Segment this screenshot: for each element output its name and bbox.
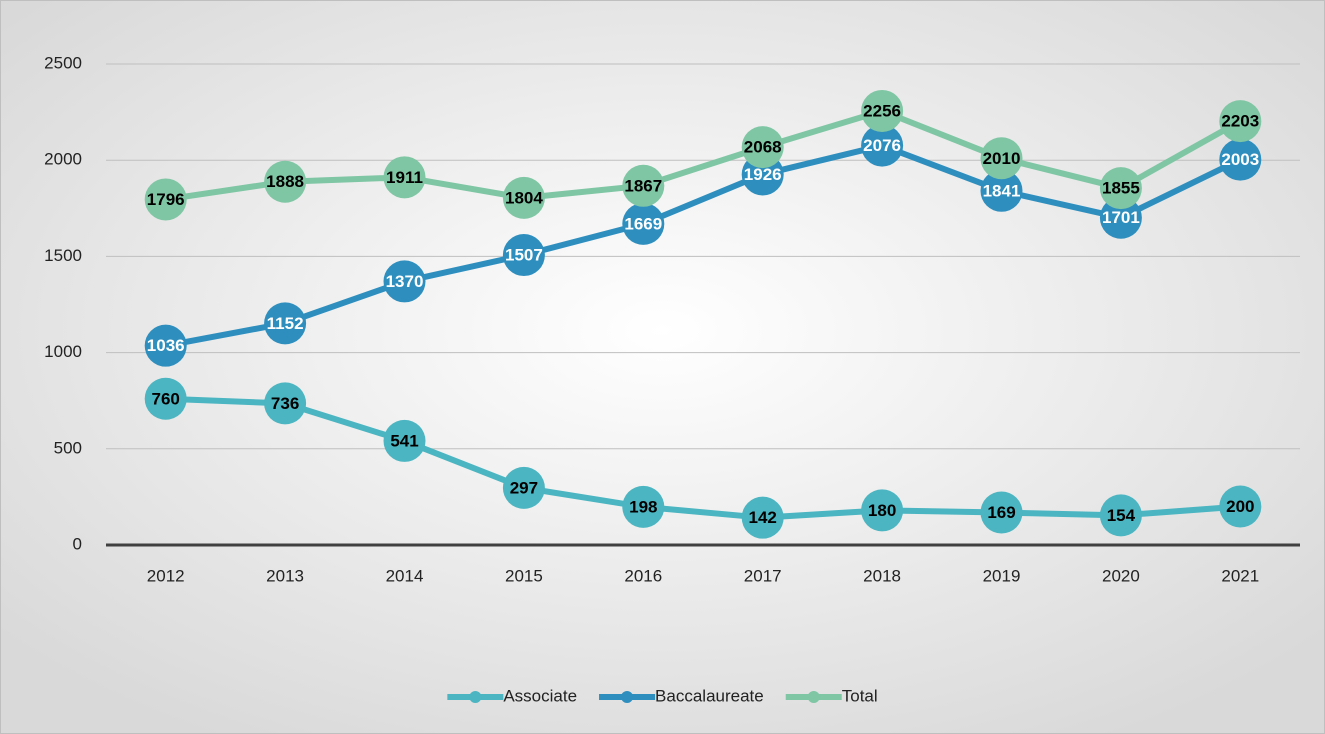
series-line xyxy=(165,107,1242,203)
marker xyxy=(861,89,904,132)
marker xyxy=(264,302,307,345)
x-tick-label: 2015 xyxy=(505,566,543,585)
marker xyxy=(622,202,665,245)
x-tick-label: 2013 xyxy=(266,566,304,585)
data-label: 1669 xyxy=(624,214,662,233)
marker xyxy=(622,485,665,528)
y-tick-label: 1000 xyxy=(44,342,82,361)
marker xyxy=(502,466,545,509)
data-label: 297 xyxy=(510,478,538,497)
y-tick-label: 500 xyxy=(54,438,82,457)
series-line xyxy=(165,142,1242,349)
data-label: 180 xyxy=(868,501,896,520)
data-label: 760 xyxy=(152,389,180,408)
marker xyxy=(622,164,665,207)
data-label: 2076 xyxy=(863,136,901,155)
data-label: 1867 xyxy=(624,176,662,195)
data-label: 2068 xyxy=(744,138,782,157)
data-label: 541 xyxy=(390,431,418,450)
marker xyxy=(1099,494,1142,537)
marker xyxy=(1219,138,1262,181)
marker xyxy=(741,126,784,169)
marker xyxy=(741,496,784,539)
marker xyxy=(264,382,307,425)
data-label: 1926 xyxy=(744,165,782,184)
data-label: 1036 xyxy=(147,336,185,355)
marker xyxy=(861,124,904,167)
x-tick-label: 2018 xyxy=(863,566,901,585)
marker xyxy=(383,419,426,462)
marker xyxy=(980,169,1023,212)
series-line xyxy=(165,395,1241,521)
data-label: 1152 xyxy=(267,314,304,333)
legend-marker xyxy=(621,691,634,703)
data-label: 2256 xyxy=(863,101,901,120)
legend-label: Total xyxy=(842,686,878,705)
marker xyxy=(980,491,1023,534)
marker xyxy=(144,377,187,420)
x-tick-label: 2016 xyxy=(624,566,662,585)
data-label: 2010 xyxy=(983,149,1021,168)
marker xyxy=(264,160,307,203)
data-label: 200 xyxy=(1226,497,1254,516)
data-label: 1911 xyxy=(386,168,423,187)
y-tick-label: 2000 xyxy=(44,150,82,169)
data-label: 1888 xyxy=(266,172,304,191)
marker xyxy=(1099,167,1142,210)
x-tick-label: 2019 xyxy=(983,566,1021,585)
legend-marker xyxy=(807,691,820,703)
data-label: 1841 xyxy=(983,181,1021,200)
data-label: 2203 xyxy=(1221,112,1259,131)
data-label: 154 xyxy=(1107,506,1136,525)
legend-marker xyxy=(469,691,482,703)
marker xyxy=(1219,485,1262,528)
legend-label: Associate xyxy=(503,686,577,705)
marker xyxy=(861,489,904,532)
x-tick-label: 2020 xyxy=(1102,566,1140,585)
x-tick-label: 2021 xyxy=(1221,566,1259,585)
data-label: 2003 xyxy=(1221,150,1259,169)
y-tick-label: 0 xyxy=(73,534,82,553)
marker xyxy=(144,178,187,221)
data-label: 1855 xyxy=(1102,179,1140,198)
marker xyxy=(1099,196,1142,239)
data-label: 736 xyxy=(271,394,299,413)
marker xyxy=(383,156,426,199)
x-tick-label: 2017 xyxy=(744,566,782,585)
data-label: 142 xyxy=(749,508,777,527)
y-tick-label: 1500 xyxy=(44,246,82,265)
marker xyxy=(383,260,426,303)
data-label: 1507 xyxy=(505,246,543,265)
data-label: 1796 xyxy=(147,190,185,209)
marker xyxy=(1219,100,1262,143)
data-label: 1370 xyxy=(386,272,424,291)
data-label: 1701 xyxy=(1102,208,1140,227)
x-tick-label: 2012 xyxy=(147,566,185,585)
y-tick-label: 2500 xyxy=(44,53,82,72)
data-label: 1804 xyxy=(505,188,543,207)
marker xyxy=(144,324,187,367)
marker xyxy=(980,137,1023,180)
legend-label: Baccalaureate xyxy=(655,686,764,705)
x-tick-label: 2014 xyxy=(386,566,424,585)
data-label: 198 xyxy=(629,497,657,516)
marker xyxy=(502,234,545,277)
data-label: 169 xyxy=(987,503,1015,522)
marker xyxy=(502,176,545,219)
